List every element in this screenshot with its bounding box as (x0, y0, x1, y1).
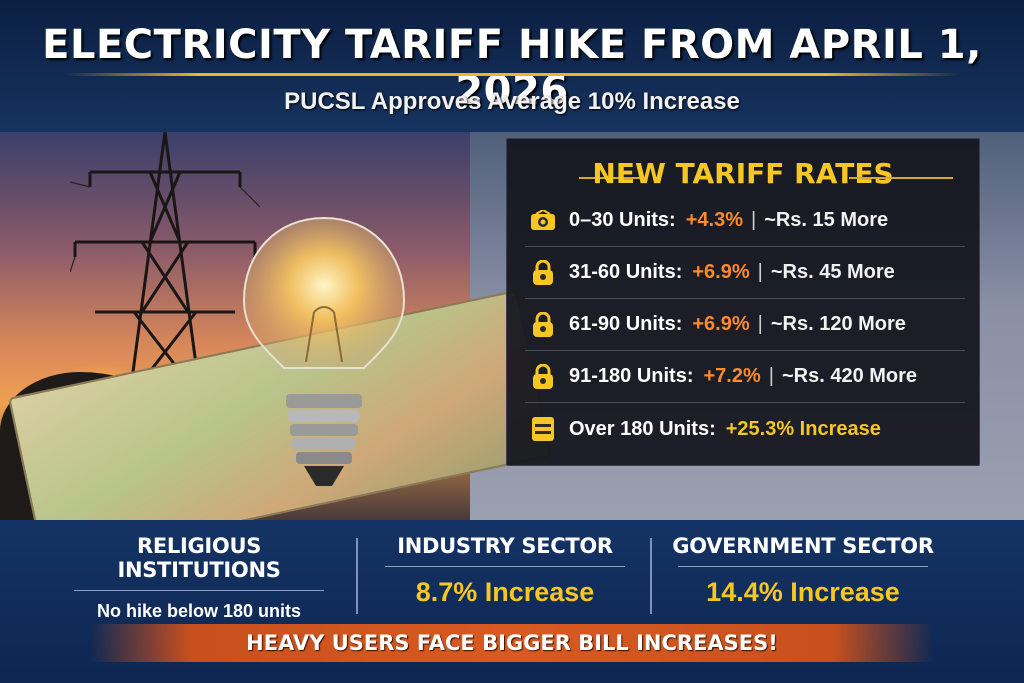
tariff-row-separator: | (757, 261, 763, 283)
bulb-base-icon (286, 394, 362, 486)
tariff-row-percent: +6.9% (692, 313, 750, 335)
panel-title-rule-left (579, 177, 641, 179)
tariff-row-label: Over 180 Units: (569, 417, 716, 440)
tariff-rates-panel: NEW TARIFF RATES 0–30 Units: +4.3% | ~Rs… (506, 138, 980, 466)
sector-value: No hike below 180 units (96, 601, 302, 621)
sector-religious: RELIGIOUS INSTITUTIONS No hike below 180… (62, 534, 336, 621)
title-underline (64, 73, 960, 76)
bulb-icon (529, 207, 557, 235)
sector-heading: GOVERNMENT SECTOR (672, 534, 934, 558)
page-subtitle: PUCSL Approves Average 10% Increase (284, 88, 740, 115)
tariff-row: 0–30 Units: +4.3% | ~Rs. 15 More (525, 195, 965, 247)
tariff-row-percent: +25.3% Increase (725, 417, 881, 440)
sector-rule (385, 566, 625, 567)
tariff-row: 61-90 Units: +6.9% | ~Rs. 120 More (525, 299, 965, 351)
light-bulb-icon (242, 216, 406, 369)
lock-icon (529, 311, 557, 339)
sector-industry: INDUSTRY SECTOR 8.7% Increase (374, 534, 636, 614)
tariff-row-percent: +6.9% (692, 261, 750, 283)
tariff-row-percent: +7.2% (703, 365, 761, 387)
panel-title-rule-right (849, 177, 953, 179)
sector-heading: RELIGIOUS INSTITUTIONS (117, 534, 281, 582)
tariff-rows: 0–30 Units: +4.3% | ~Rs. 15 More 31-60 U… (525, 195, 965, 455)
tariff-row-extra: ~Rs. 45 More (770, 261, 895, 283)
warning-banner: HEAVY USERS FACE BIGGER BILL INCREASES! (90, 624, 934, 662)
tariff-row-separator: | (768, 365, 774, 387)
sector-rule (678, 566, 928, 567)
tariff-row-separator: | (757, 313, 763, 335)
tariff-row-separator: | (750, 209, 757, 231)
header: ELECTRICITY TARIFF HIKE FROM APRIL 1, 20… (0, 0, 1024, 132)
tariff-row: Over 180 Units: +25.3% Increase (525, 403, 965, 455)
tariff-row-extra: ~Rs. 15 More (764, 209, 889, 231)
sector-value: 14.4% Increase (706, 577, 900, 607)
tariff-row-extra: ~Rs. 420 More (781, 365, 918, 387)
tariff-panel-title: NEW TARIFF RATES (592, 157, 894, 190)
column-divider (356, 538, 358, 614)
tariff-row-extra: ~Rs. 120 More (770, 313, 906, 335)
tariff-row-percent: +4.3% (685, 209, 743, 231)
sector-summary: RELIGIOUS INSTITUTIONS No hike below 180… (0, 520, 1024, 683)
tariff-row-label: 0–30 Units: (569, 209, 676, 231)
tariff-row-label: 61-90 Units: (569, 313, 683, 335)
sector-value: 8.7% Increase (415, 577, 595, 607)
tariff-row: 91-180 Units: +7.2% | ~Rs. 420 More (525, 351, 965, 403)
tariff-row: 31-60 Units: +6.9% | ~Rs. 45 More (525, 247, 965, 299)
column-divider (650, 538, 652, 614)
sector-heading: INDUSTRY SECTOR (397, 534, 613, 558)
lock-icon (529, 363, 557, 391)
lock-icon (529, 259, 557, 287)
sector-government: GOVERNMENT SECTOR 14.4% Increase (668, 534, 938, 614)
tariff-row-label: 91-180 Units: (569, 365, 694, 387)
sector-rule (74, 590, 324, 591)
battery-icon (529, 415, 557, 443)
tariff-row-label: 31-60 Units: (569, 261, 683, 283)
